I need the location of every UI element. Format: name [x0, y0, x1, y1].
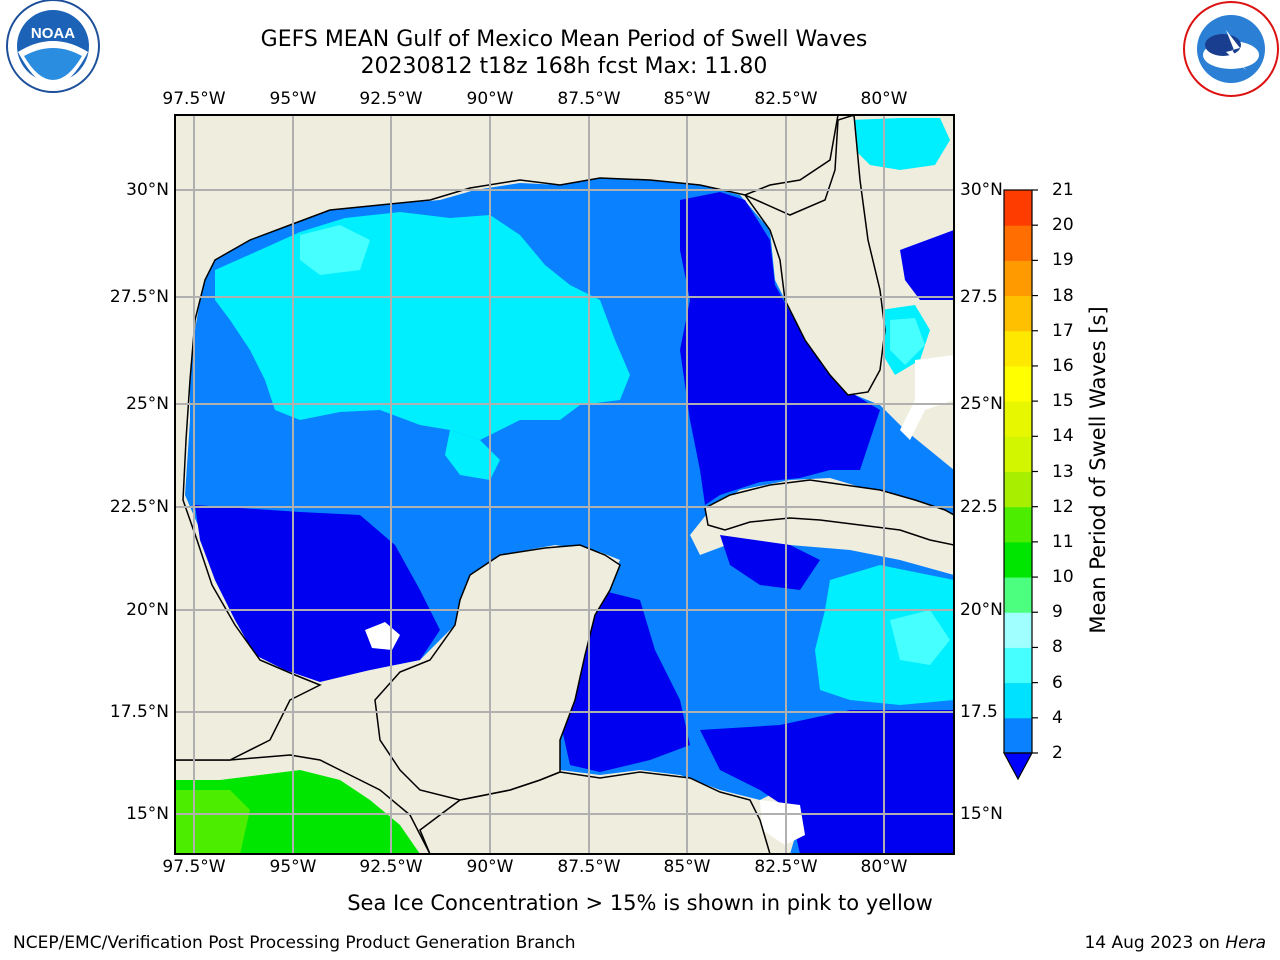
dark-blue-caribbean-south: [700, 710, 954, 854]
footer-credit: NCEP/EMC/Verification Post Processing Pr…: [13, 933, 576, 953]
lat-label-right: 30°N: [960, 180, 1003, 200]
colorbar-tick-label: 19: [1052, 250, 1074, 271]
chart-subtitle: 20230812 t18z 168h fcst Max: 11.80: [360, 54, 768, 79]
colorbar-extend-arrow: [1002, 752, 1034, 781]
colorbar-tick-label: 20: [1052, 215, 1074, 236]
lon-label-top: 97.5°W: [162, 89, 226, 109]
footer-date: 14 Aug 2023 on Hera: [1084, 933, 1266, 953]
colorbar-segment: [1004, 190, 1032, 226]
lon-label-top: 92.5°W: [359, 89, 423, 109]
lat-label-right: 22.5: [960, 497, 998, 517]
lat-label-left: 22.5°N: [109, 497, 169, 517]
colorbar-tick-label: 10: [1052, 567, 1074, 588]
lon-label-top: 85°W: [663, 89, 711, 109]
lat-label-right: 27.5: [960, 287, 998, 307]
dark-blue-yucatan: [560, 590, 690, 772]
lat-label-left: 20°N: [126, 600, 169, 620]
lon-label-bottom: 87.5°W: [557, 857, 621, 877]
colorbar-tick-label: 16: [1052, 355, 1074, 376]
footer-machine: Hera: [1225, 933, 1266, 953]
colorbar-segment: [1004, 365, 1032, 402]
lon-label-bottom: 82.5°W: [754, 857, 818, 877]
colorbar-segment: [1004, 401, 1032, 437]
land-yucatan: [374, 544, 621, 801]
chart-title: GEFS MEAN Gulf of Mexico Mean Period of …: [260, 27, 868, 52]
lon-label-bottom: 90°W: [466, 857, 514, 877]
footer-date-text: 14 Aug 2023 on: [1084, 933, 1220, 953]
dark-blue-east-gulf: [680, 192, 880, 505]
lat-label-left: 27.5°N: [109, 287, 169, 307]
lon-label-bottom: 85°W: [663, 857, 711, 877]
colorbar-tick-label: 12: [1052, 496, 1074, 517]
colorbar-tick-label: 13: [1052, 461, 1074, 482]
lon-label-bottom: 92.5°W: [359, 857, 423, 877]
land-cuba: [704, 479, 954, 546]
lon-label-top: 82.5°W: [754, 89, 818, 109]
lon-label-bottom: 95°W: [269, 857, 317, 877]
lat-label-right: 25°N: [960, 394, 1003, 414]
cyan-atlantic-1: [850, 118, 950, 170]
cyan-central-gulf: [445, 430, 500, 480]
colorbar-segment: [1004, 295, 1032, 332]
noaa-logo-text: NOAA: [31, 25, 75, 42]
colorbar-segment: [1004, 577, 1032, 613]
lime-pacific: [175, 790, 250, 854]
colorbar-segment: [1004, 436, 1032, 472]
sea-ice-note: Sea Ice Concentration > 15% is shown in …: [347, 891, 933, 915]
lat-label-left: 15°N: [126, 804, 169, 824]
colorbar-tick-label: 21: [1052, 180, 1074, 200]
lat-label-right: 15°N: [960, 804, 1003, 824]
lat-label-left: 25°N: [126, 394, 169, 414]
colorbar-tick-label: 6: [1052, 672, 1063, 693]
lon-label-bottom: 80°W: [860, 857, 908, 877]
colorbar-segment: [1004, 541, 1032, 578]
light-cyan-patch-3: [890, 318, 925, 365]
lat-label-right: 20°N: [960, 600, 1003, 620]
dark-blue-atlantic: [900, 230, 954, 300]
colorbar-segment: [1004, 717, 1032, 754]
noaa-logo: NOAA: [6, 0, 100, 93]
dark-blue-cayman: [720, 535, 820, 590]
colorbar-segment: [1004, 682, 1032, 719]
colorbar-tick-label: 2: [1052, 743, 1063, 763]
lat-label-left: 30°N: [126, 180, 169, 200]
lat-label-left: 17.5°N: [109, 702, 169, 722]
colorbar-segment: [1004, 260, 1032, 297]
colorbar-segment: [1004, 647, 1032, 684]
map-plot-area: [175, 115, 954, 854]
colorbar-segment: [1004, 225, 1032, 261]
colorbar-segment: [1004, 612, 1032, 648]
lat-label-right: 17.5: [960, 702, 998, 722]
gridlines: [175, 115, 954, 854]
colorbar-segment: [1004, 471, 1032, 508]
colorbar-tick-label: 9: [1052, 602, 1063, 623]
colorbar-tick-label: 15: [1052, 391, 1074, 412]
map-frame: [174, 114, 955, 855]
lon-label-top: 95°W: [269, 89, 317, 109]
colorbar-tick-label: 4: [1052, 707, 1063, 728]
colorbar-tick-label: 11: [1052, 531, 1074, 552]
lon-label-top: 87.5°W: [557, 89, 621, 109]
nodata-caribbean-coast: [760, 800, 805, 845]
colorbar-tick-label: 18: [1052, 285, 1074, 306]
nodata-bahamas: [900, 355, 954, 440]
colorbar-tick-label: 17: [1052, 320, 1074, 341]
colorbar-label: Mean Period of Swell Waves [s]: [1086, 306, 1110, 634]
lon-label-top: 90°W: [466, 89, 514, 109]
lon-label-bottom: 97.5°W: [162, 857, 226, 877]
colorbar-segment: [1004, 506, 1032, 543]
colorbar-segment: [1004, 330, 1032, 367]
light-cyan-patch-2: [890, 610, 950, 665]
colorbar-tick-label: 14: [1052, 426, 1074, 447]
colorbar: [1002, 189, 1038, 781]
lon-label-top: 80°W: [860, 89, 908, 109]
light-cyan-patch-1: [300, 225, 370, 275]
nws-logo: [1183, 1, 1279, 97]
colorbar-tick-label: 8: [1052, 637, 1063, 658]
